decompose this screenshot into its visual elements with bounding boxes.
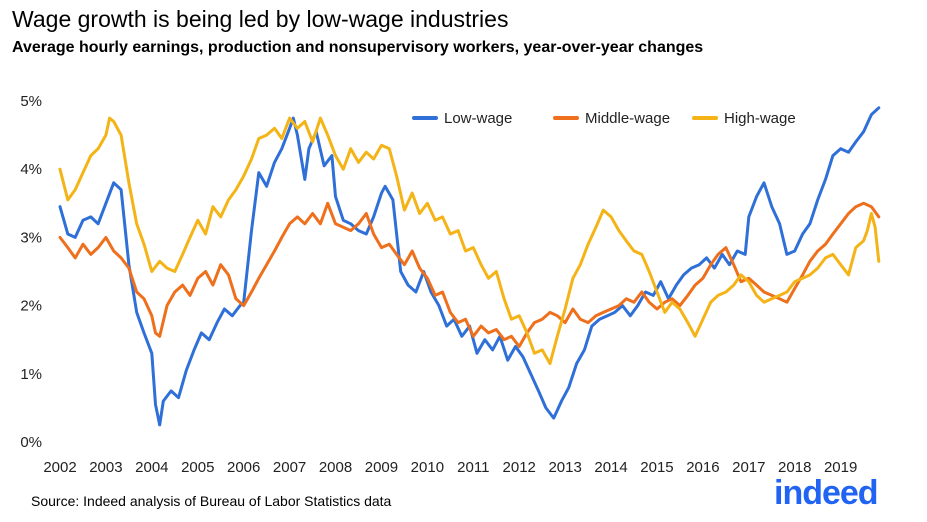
y-tick-label: 3% — [20, 229, 42, 246]
source-note: Source: Indeed analysis of Bureau of Lab… — [31, 493, 392, 509]
x-tick-label: 2014 — [594, 459, 627, 476]
x-tick-label: 2003 — [89, 459, 122, 476]
x-tick-label: 2009 — [365, 459, 398, 476]
line-chart: 0% 1% 2% 3% 4% 5% 2002 2003 2004 2005 2006 2007 2008… — [20, 93, 881, 476]
indeed-logo-text: indeed — [774, 474, 879, 512]
series-line-low-wage — [58, 106, 881, 427]
x-tick-label: 2013 — [548, 459, 581, 476]
x-tick-label: 2010 — [411, 459, 444, 476]
y-tick-label: 0% — [20, 434, 42, 451]
x-tick-label: 2004 — [135, 459, 168, 476]
x-tick-label: 2015 — [640, 459, 673, 476]
indeed-logo: indeed — [774, 474, 879, 513]
series-line-middle-wage — [58, 201, 881, 348]
x-tick-label: 2006 — [227, 459, 260, 476]
chart-subtitle: Average hourly earnings, production and … — [12, 39, 704, 56]
legend-label-middle-wage: Middle-wage — [585, 110, 670, 127]
y-tick-label: 5% — [20, 93, 42, 110]
x-tick-label: 2008 — [319, 459, 352, 476]
x-tick-label: 2017 — [732, 459, 765, 476]
x-tick-label: 2016 — [686, 459, 719, 476]
series-line-high-wage — [58, 116, 881, 366]
x-tick-label: 2005 — [181, 459, 214, 476]
x-tick-label: 2019 — [824, 459, 857, 476]
x-tick-label: 2012 — [503, 459, 536, 476]
y-tick-label: 1% — [20, 366, 42, 383]
y-tick-label: 2% — [20, 298, 42, 315]
x-tick-label: 2011 — [457, 459, 489, 476]
chart-title: Wage growth is being led by low-wage ind… — [12, 6, 509, 32]
y-tick-label: 4% — [20, 161, 42, 178]
x-tick-label: 2007 — [273, 459, 306, 476]
x-tick-label: 2018 — [778, 459, 811, 476]
x-tick-label: 2002 — [43, 459, 76, 476]
legend-label-low-wage: Low-wage — [444, 110, 512, 127]
legend-label-high-wage: High-wage — [724, 110, 796, 127]
